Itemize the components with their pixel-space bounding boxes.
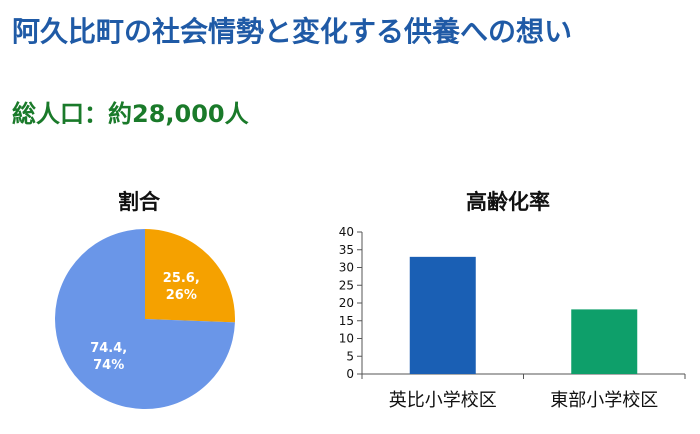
y-tick-label: 25 <box>339 278 354 292</box>
y-tick-label: 0 <box>346 367 354 381</box>
x-category-label: 東部小学校区 <box>550 390 658 411</box>
population-subtitle: 総人口：約28,000人 <box>12 100 249 128</box>
y-tick-label: 5 <box>346 349 354 363</box>
bar-0 <box>409 256 476 374</box>
y-tick-label: 10 <box>339 332 354 346</box>
x-category-label: 英比小学校区 <box>389 390 497 411</box>
bar-chart-title: 高齢化率 <box>466 190 550 214</box>
bar-1 <box>571 309 638 374</box>
pie-slice-0 <box>145 229 235 323</box>
pie-chart-title: 割合 <box>118 190 160 214</box>
y-tick-label: 40 <box>339 225 354 239</box>
pie-data-label-0: 25.6, 26% <box>163 271 200 303</box>
y-tick-label: 30 <box>339 261 354 275</box>
pie-slice-1 <box>55 229 235 409</box>
y-tick-label: 20 <box>339 296 354 310</box>
y-tick-label: 15 <box>339 314 354 328</box>
page-title: 阿久比町の社会情勢と変化する供養への想い <box>12 15 573 48</box>
pie-data-label-1: 74.4, 74% <box>90 341 127 373</box>
pie-chart: 25.6, 26% 74.4, 74% <box>55 229 235 409</box>
bar-chart: 0 5 10 15 20 25 30 35 40 英比小学校区 東部小学校区 <box>339 225 686 411</box>
y-tick-label: 35 <box>339 243 354 257</box>
